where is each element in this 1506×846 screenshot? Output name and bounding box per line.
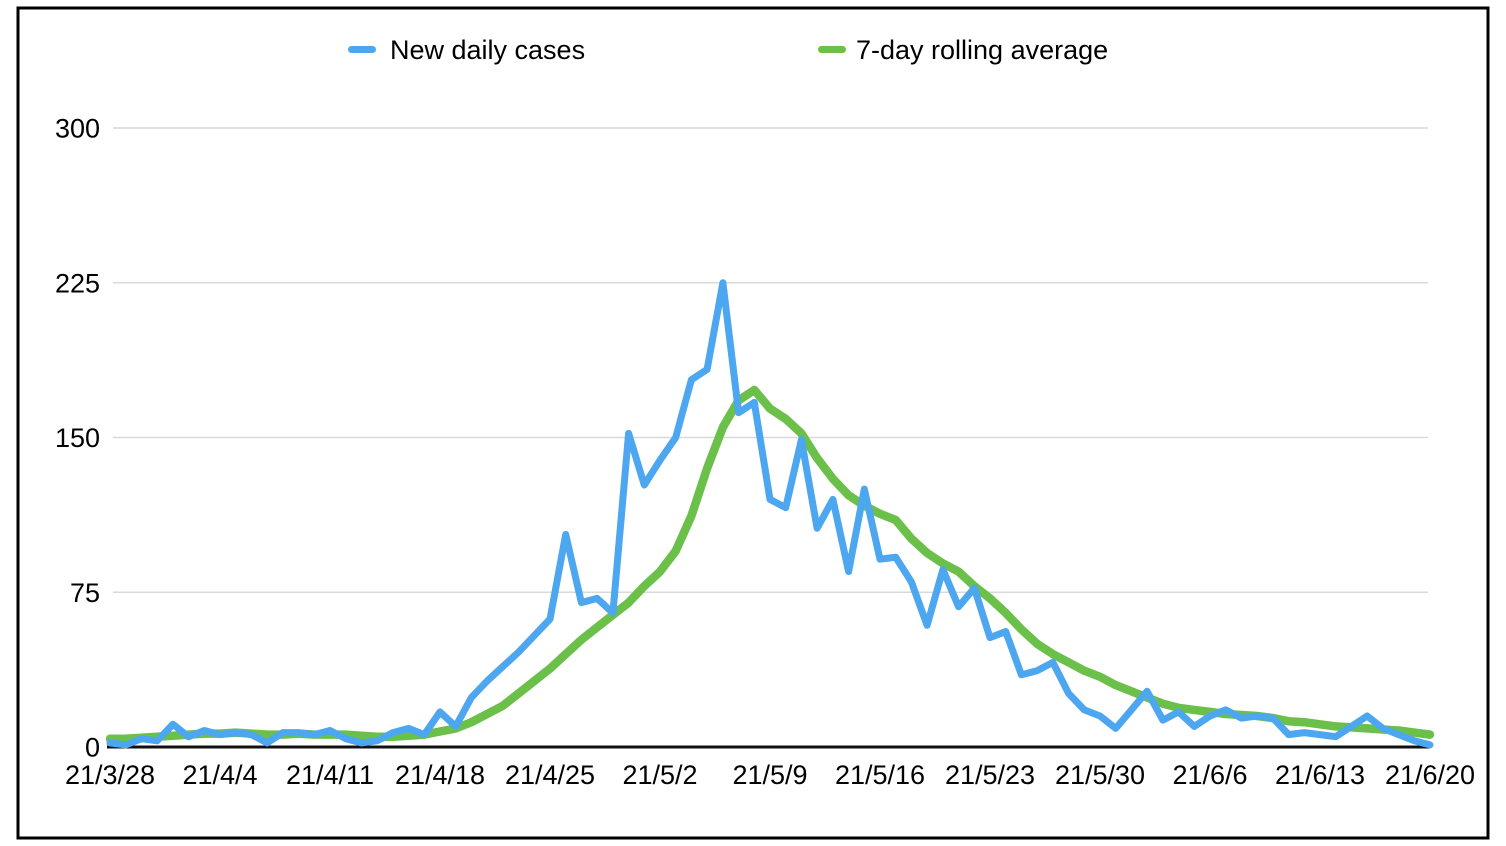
x-tick-label: 21/4/25: [505, 760, 595, 790]
x-tick-label: 21/5/9: [732, 760, 807, 790]
x-tick-label: 21/4/18: [395, 760, 485, 790]
y-tick-label: 300: [55, 114, 100, 144]
y-tick-label: 150: [55, 423, 100, 453]
legend-swatch-daily-cases-icon: [348, 46, 376, 53]
x-tick-label: 21/6/13: [1275, 760, 1365, 790]
x-tick-label: 21/4/4: [182, 760, 257, 790]
x-tick-label: 21/6/6: [1172, 760, 1247, 790]
x-tick-label: 21/5/16: [835, 760, 925, 790]
legend: New daily cases 7-day rolling average: [348, 35, 1108, 65]
rolling-average-line: [105, 385, 1435, 743]
legend-swatch-rolling-average-icon: [818, 46, 846, 53]
y-tick-label: 0: [85, 733, 100, 763]
x-tick-label: 21/4/11: [286, 760, 374, 790]
daily-cases-line: [106, 279, 1434, 749]
x-tick-label: 21/5/30: [1055, 760, 1145, 790]
x-tick-label: 21/5/2: [622, 760, 697, 790]
legend-label-daily-cases: New daily cases: [390, 35, 585, 65]
plot-area: 0 75 150 225 300 21/3/28 21/4/4 21/4/11 21/4/18 2…: [55, 114, 1475, 791]
x-tick-label: 21/5/23: [945, 760, 1035, 790]
legend-label-rolling-average: 7-day rolling average: [856, 35, 1108, 65]
y-tick-label: 75: [70, 578, 100, 608]
x-tick-label: 21/3/28: [65, 760, 155, 790]
chart-frame-border: [16, 6, 1490, 840]
y-tick-label: 225: [55, 268, 100, 298]
x-tick-label: 21/6/20: [1385, 760, 1475, 790]
